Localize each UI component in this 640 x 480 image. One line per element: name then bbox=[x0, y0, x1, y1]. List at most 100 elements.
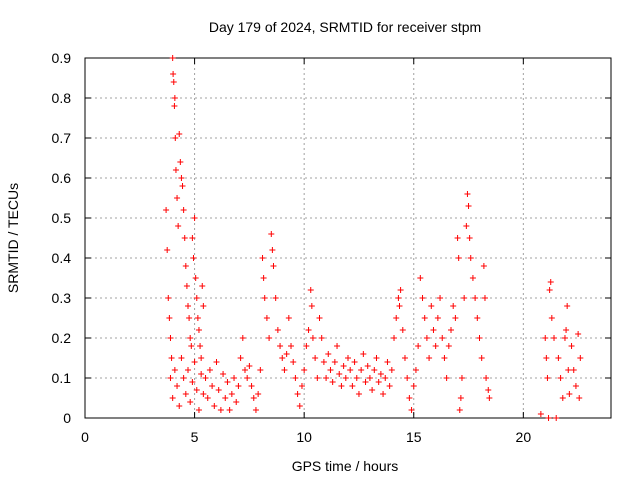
data-point bbox=[211, 403, 218, 409]
data-point bbox=[165, 295, 172, 301]
data-point bbox=[283, 351, 290, 357]
x-tick-label: 15 bbox=[406, 429, 422, 445]
data-point bbox=[268, 231, 275, 237]
data-point bbox=[189, 379, 196, 385]
data-point bbox=[220, 371, 227, 377]
data-point bbox=[170, 79, 177, 85]
data-point bbox=[301, 367, 308, 373]
data-point bbox=[164, 247, 171, 253]
data-point bbox=[172, 135, 179, 141]
data-point bbox=[171, 103, 178, 109]
data-point bbox=[177, 159, 184, 165]
data-point bbox=[563, 327, 570, 333]
data-point bbox=[171, 367, 178, 373]
data-point bbox=[180, 207, 187, 213]
data-point bbox=[303, 343, 310, 349]
data-point bbox=[410, 383, 417, 389]
data-point bbox=[575, 331, 582, 337]
data-point bbox=[441, 355, 448, 361]
data-point bbox=[371, 367, 378, 373]
data-point bbox=[572, 383, 579, 389]
data-point bbox=[261, 295, 268, 301]
data-point bbox=[188, 343, 195, 349]
data-point bbox=[377, 371, 384, 377]
data-point bbox=[415, 343, 422, 349]
data-point bbox=[485, 387, 492, 393]
data-point bbox=[204, 395, 211, 401]
data-point bbox=[483, 375, 490, 381]
data-point bbox=[577, 355, 584, 361]
data-point bbox=[439, 335, 446, 341]
data-point bbox=[452, 315, 459, 321]
data-point bbox=[456, 407, 463, 413]
data-point bbox=[222, 395, 229, 401]
ticks: 0 0.1 0.2 0.3 0.4 0.5 0.6 0.7 0.8 0.9 0 5 10 15 20 bbox=[52, 50, 611, 445]
data-point bbox=[199, 283, 206, 289]
plot-frame bbox=[84, 57, 612, 419]
data-point bbox=[193, 387, 200, 393]
data-point bbox=[288, 343, 295, 349]
data-point bbox=[200, 391, 207, 397]
data-point bbox=[277, 343, 284, 349]
data-point bbox=[181, 235, 188, 241]
data-point bbox=[406, 395, 413, 401]
y-tick-label: 0.1 bbox=[52, 370, 72, 386]
data-point bbox=[195, 407, 202, 413]
data-point bbox=[305, 327, 312, 333]
data-point bbox=[412, 367, 419, 373]
data-point bbox=[244, 375, 251, 381]
data-point bbox=[190, 255, 197, 261]
data-point bbox=[325, 351, 332, 357]
data-point bbox=[185, 367, 192, 373]
data-point bbox=[252, 407, 259, 413]
data-point bbox=[176, 403, 183, 409]
data-point bbox=[561, 335, 568, 341]
data-point bbox=[320, 359, 327, 365]
data-point bbox=[395, 295, 402, 301]
data-point bbox=[175, 223, 182, 229]
y-tick-label: 0 bbox=[63, 410, 71, 426]
data-point bbox=[351, 359, 358, 365]
data-point bbox=[401, 355, 408, 361]
data-point bbox=[338, 383, 345, 389]
data-point bbox=[546, 287, 553, 293]
data-point bbox=[263, 315, 270, 321]
data-point bbox=[224, 379, 231, 385]
data-point bbox=[226, 407, 233, 413]
data-point bbox=[448, 327, 455, 333]
data-point bbox=[327, 367, 334, 373]
data-point bbox=[481, 295, 488, 301]
x-axis-label: GPS time / hours bbox=[292, 458, 399, 474]
data-point bbox=[296, 403, 303, 409]
data-point bbox=[269, 247, 276, 253]
data-point bbox=[331, 359, 338, 365]
data-point bbox=[329, 379, 336, 385]
data-point bbox=[466, 235, 473, 241]
data-point bbox=[180, 375, 187, 381]
data-point bbox=[576, 395, 583, 401]
data-point bbox=[292, 375, 299, 381]
data-point bbox=[360, 351, 367, 357]
data-point bbox=[259, 255, 266, 261]
data-point bbox=[307, 287, 314, 293]
data-point bbox=[163, 207, 170, 213]
data-point bbox=[308, 303, 315, 309]
data-point bbox=[486, 395, 493, 401]
data-point bbox=[349, 383, 356, 389]
data-point bbox=[362, 379, 369, 385]
data-point bbox=[174, 383, 181, 389]
y-tick-label: 0.5 bbox=[52, 210, 72, 226]
data-point bbox=[478, 355, 485, 361]
y-tick-label: 0.6 bbox=[52, 170, 72, 186]
data-point bbox=[469, 275, 476, 281]
data-point bbox=[336, 371, 343, 377]
data-point bbox=[375, 379, 382, 385]
data-point bbox=[281, 367, 288, 373]
data-point bbox=[369, 387, 376, 393]
data-points bbox=[163, 55, 584, 421]
data-point bbox=[213, 359, 220, 365]
data-point bbox=[193, 295, 200, 301]
data-point bbox=[426, 355, 433, 361]
data-point bbox=[548, 315, 555, 321]
data-point bbox=[428, 303, 435, 309]
